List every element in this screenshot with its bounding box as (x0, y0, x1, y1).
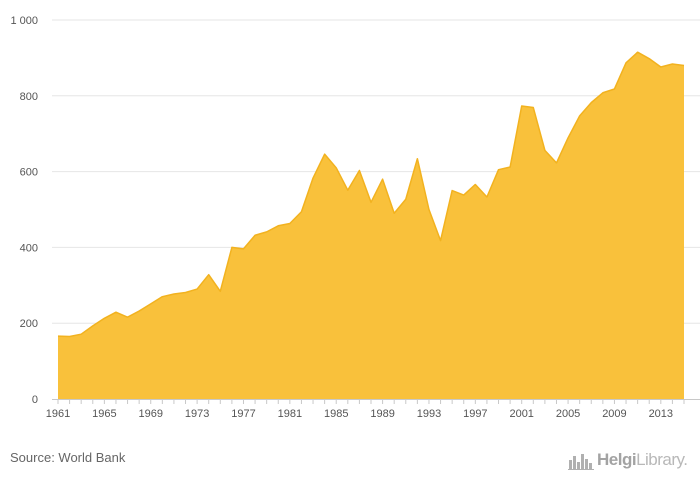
x-tick-label: 1989 (370, 408, 394, 420)
x-tick-label: 1977 (231, 408, 255, 420)
axes (52, 399, 700, 404)
area-fill (58, 52, 684, 400)
y-tick-label: 600 (20, 167, 38, 179)
x-tick-label: 1973 (185, 408, 209, 420)
plot-area (57, 51, 685, 400)
brand-name: Helgi (597, 450, 637, 469)
area-chart: 0 200 400 600 800 1 000 1961 1965 1969 1973 1977 19… (10, 15, 700, 420)
y-tick-label: 800 (20, 91, 38, 103)
source-caption: Source: World Bank (10, 450, 126, 465)
x-tick-label: 2005 (556, 408, 580, 420)
city-skyline-icon (568, 454, 594, 470)
x-tick-label: 2001 (509, 408, 533, 420)
x-tick-label: 2009 (602, 408, 626, 420)
y-tick-label: 0 (32, 394, 38, 406)
series-line (57, 51, 685, 338)
tick-labels: 0 200 400 600 800 1 000 1961 1965 1969 1973 1977 19… (10, 15, 673, 420)
y-tick-label: 1 000 (10, 15, 38, 27)
helgi-library-logo[interactable]: Helgi Library. (568, 448, 688, 472)
x-tick-label: 2013 (649, 408, 673, 420)
x-tick-label: 1985 (324, 408, 348, 420)
x-tick-label: 1997 (463, 408, 487, 420)
x-tick-label: 1981 (278, 408, 302, 420)
x-tick-label: 1965 (92, 408, 116, 420)
y-tick-label: 200 (20, 318, 38, 330)
x-tick-label: 1961 (46, 408, 70, 420)
x-tick-label: 1993 (417, 408, 441, 420)
y-tick-label: 400 (20, 242, 38, 254)
brand-suffix: Library. (636, 450, 688, 469)
x-tick-label: 1969 (138, 408, 162, 420)
